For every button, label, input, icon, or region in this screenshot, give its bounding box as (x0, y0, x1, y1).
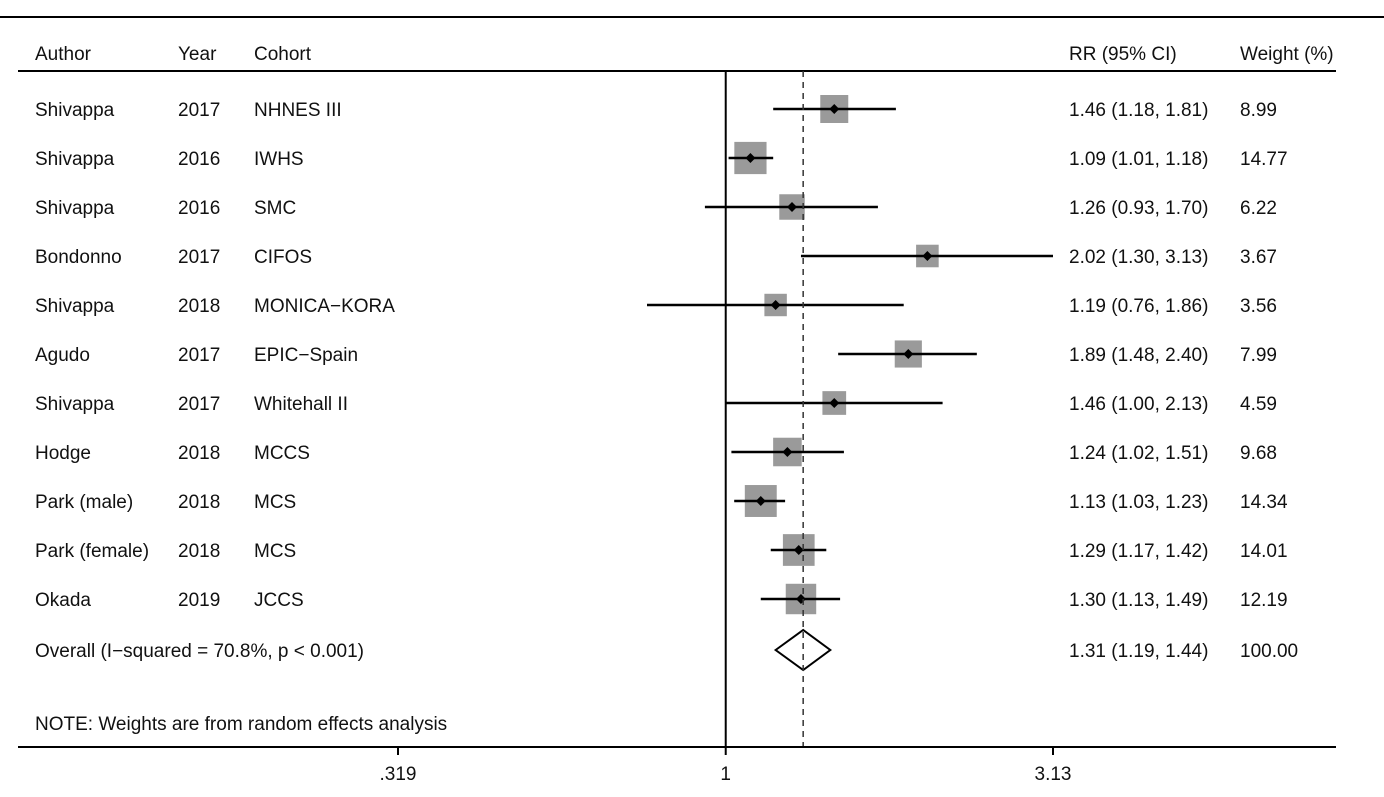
header-cohort: Cohort (254, 44, 312, 65)
study-year: 2017 (178, 345, 220, 366)
study-author: Shivappa (35, 394, 115, 415)
study-rr-text: 1.30 (1.13, 1.49) (1069, 590, 1208, 611)
study-cohort: IWHS (254, 149, 304, 170)
study-cohort: EPIC−Spain (254, 345, 358, 366)
study-cohort: CIFOS (254, 247, 312, 268)
overall-diamond (773, 628, 832, 672)
study-author: Shivappa (35, 149, 115, 170)
study-author: Agudo (35, 345, 90, 366)
study-rr-text: 2.02 (1.30, 3.13) (1069, 247, 1208, 268)
study-weight-text: 8.99 (1240, 100, 1277, 121)
point-estimate-marker (770, 300, 781, 310)
study-weight-text: 4.59 (1240, 394, 1277, 415)
study-author: Shivappa (35, 100, 115, 121)
overall-rr-text: 1.31 (1.19, 1.44) (1069, 641, 1208, 662)
study-author: Shivappa (35, 198, 115, 219)
study-row: Shivappa 2018 MONICA−KORA 1.19 (0.76, 1.86)… (35, 293, 1277, 317)
study-row: Shivappa 2017 NHNES III 1.46 (1.18, 1.81) 8.… (35, 95, 1277, 123)
overall-label: Overall (I−squared = 70.8%, p < 0.001) (35, 641, 364, 662)
study-weight-text: 14.34 (1240, 492, 1288, 513)
point-estimate-marker (787, 202, 798, 212)
study-row: Park (female) 2018 MCS 1.29 (1.17, 1.42) 14.… (35, 534, 1288, 566)
study-weight-text: 3.67 (1240, 247, 1277, 268)
study-rr-text: 1.46 (1.00, 2.13) (1069, 394, 1208, 415)
study-year: 2018 (178, 492, 220, 513)
point-estimate-marker (829, 398, 840, 408)
study-rr-text: 1.09 (1.01, 1.18) (1069, 149, 1208, 170)
point-estimate-marker (903, 349, 914, 359)
study-year: 2019 (178, 590, 220, 611)
study-cohort: JCCS (254, 590, 304, 611)
study-weight-text: 6.22 (1240, 198, 1277, 219)
point-estimate-marker (793, 545, 804, 555)
study-rr-text: 1.26 (0.93, 1.70) (1069, 198, 1208, 219)
study-rr-text: 1.46 (1.18, 1.81) (1069, 100, 1208, 121)
header-weight: Weight (%) (1240, 44, 1334, 65)
point-estimate-marker (755, 496, 766, 506)
study-year: 2017 (178, 394, 220, 415)
point-estimate-marker (782, 447, 793, 457)
study-weight-text: 3.56 (1240, 296, 1277, 317)
study-row: Bondonno 2017 CIFOS 2.02 (1.30, 3.13) 3.67 (35, 244, 1277, 268)
study-row: Park (male) 2018 MCS 1.13 (1.03, 1.23) 14.34 (35, 485, 1288, 517)
study-year: 2016 (178, 149, 220, 170)
x-tick-label: 1 (720, 764, 731, 785)
overall-weight-text: 100.00 (1240, 641, 1298, 662)
study-row: Shivappa 2016 SMC 1.26 (0.93, 1.70) 6.22 (35, 194, 1277, 220)
study-row: Shivappa 2016 IWHS 1.09 (1.01, 1.18) 14.77 (35, 141, 1288, 175)
study-rr-text: 1.89 (1.48, 2.40) (1069, 345, 1208, 366)
study-rr-text: 1.13 (1.03, 1.23) (1069, 492, 1208, 513)
x-tick-label: 3.13 (1035, 764, 1072, 785)
study-author: Hodge (35, 443, 91, 464)
header-rr: RR (95% CI) (1069, 44, 1177, 65)
overall-row: Overall (I−squared = 70.8%, p < 0.001) 1… (35, 628, 1298, 672)
study-author: Okada (35, 590, 91, 611)
point-estimate-marker (922, 251, 933, 261)
study-row: Shivappa 2017 Whitehall II 1.46 (1.00, 2.13… (35, 391, 1277, 415)
study-cohort: MONICA−KORA (254, 296, 395, 317)
header-author: Author (35, 44, 92, 65)
study-cohort: MCS (254, 492, 296, 513)
study-year: 2018 (178, 443, 220, 464)
study-cohort: MCS (254, 541, 296, 562)
study-author: Park (female) (35, 541, 149, 562)
study-year: 2016 (178, 198, 220, 219)
point-estimate-marker (829, 104, 840, 114)
study-year: 2018 (178, 541, 220, 562)
study-cohort: NHNES III (254, 100, 342, 121)
study-rr-text: 1.29 (1.17, 1.42) (1069, 541, 1208, 562)
study-year: 2017 (178, 100, 220, 121)
study-cohort: SMC (254, 198, 296, 219)
study-cohort: Whitehall II (254, 394, 348, 415)
study-weight-text: 12.19 (1240, 590, 1288, 611)
study-weight-text: 14.01 (1240, 541, 1288, 562)
study-rows: Shivappa 2017 NHNES III 1.46 (1.18, 1.81) 8.… (35, 95, 1288, 615)
x-axis-ticks: .319 1 3.13 (380, 747, 1072, 785)
study-weight-text: 7.99 (1240, 345, 1277, 366)
study-row: Hodge 2018 MCCS 1.24 (1.02, 1.51) 9.68 (35, 437, 1277, 467)
study-weight-text: 14.77 (1240, 149, 1288, 170)
study-weight-text: 9.68 (1240, 443, 1277, 464)
note-text: NOTE: Weights are from random effects an… (35, 714, 447, 735)
study-row: Okada 2019 JCCS 1.30 (1.13, 1.49) 12.19 (35, 583, 1288, 615)
study-year: 2018 (178, 296, 220, 317)
study-author: Bondonno (35, 247, 122, 268)
study-author: Park (male) (35, 492, 133, 513)
study-row: Agudo 2017 EPIC−Spain 1.89 (1.48, 2.40) 7.99 (35, 340, 1277, 368)
study-year: 2017 (178, 247, 220, 268)
header-year: Year (178, 44, 217, 65)
study-rr-text: 1.24 (1.02, 1.51) (1069, 443, 1208, 464)
study-cohort: MCCS (254, 443, 310, 464)
study-rr-text: 1.19 (0.76, 1.86) (1069, 296, 1208, 317)
x-tick-label: .319 (380, 764, 417, 785)
point-estimate-marker (745, 153, 756, 163)
study-author: Shivappa (35, 296, 115, 317)
